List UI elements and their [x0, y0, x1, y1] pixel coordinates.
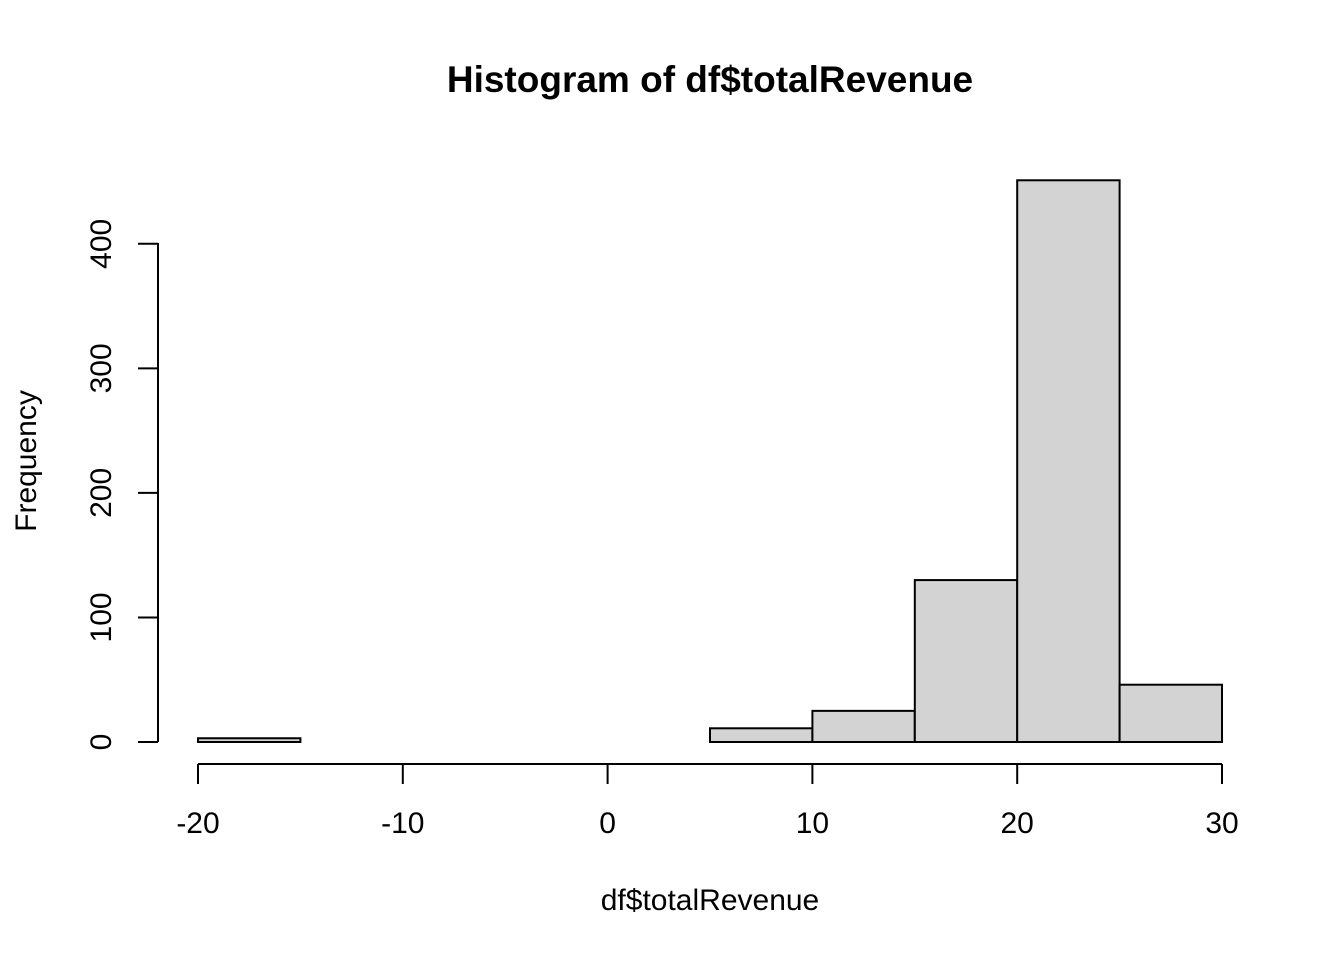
histogram-bar — [1016, 179, 1121, 744]
y-tick-label: 400 — [85, 219, 118, 269]
y-tick-label: 200 — [85, 468, 118, 518]
bars — [197, 179, 1223, 744]
y-axis: 0 100 200 300 400 — [85, 219, 159, 751]
x-tick-label: 30 — [1205, 807, 1238, 840]
histogram-bar — [1118, 683, 1223, 743]
x-tick-label: 0 — [599, 807, 616, 840]
histogram-bar — [913, 579, 1019, 744]
chart-title: Histogram of df$totalRevenue — [447, 59, 973, 100]
histogram-bar — [709, 727, 814, 743]
x-tick-label: -20 — [176, 807, 219, 840]
y-tick-label: 0 — [85, 734, 118, 751]
x-axis-title: df$totalRevenue — [601, 884, 820, 917]
y-axis-title: Frequency — [10, 390, 43, 532]
x-tick-label: 20 — [1001, 807, 1034, 840]
y-tick-label: 300 — [85, 343, 118, 393]
histogram-bar — [197, 737, 302, 743]
histogram-bar — [811, 709, 916, 743]
y-tick-label: 100 — [85, 592, 118, 642]
x-tick-label: -10 — [381, 807, 424, 840]
x-tick-label: 10 — [796, 807, 829, 840]
x-axis: -20 -10 0 10 20 30 — [176, 763, 1239, 840]
